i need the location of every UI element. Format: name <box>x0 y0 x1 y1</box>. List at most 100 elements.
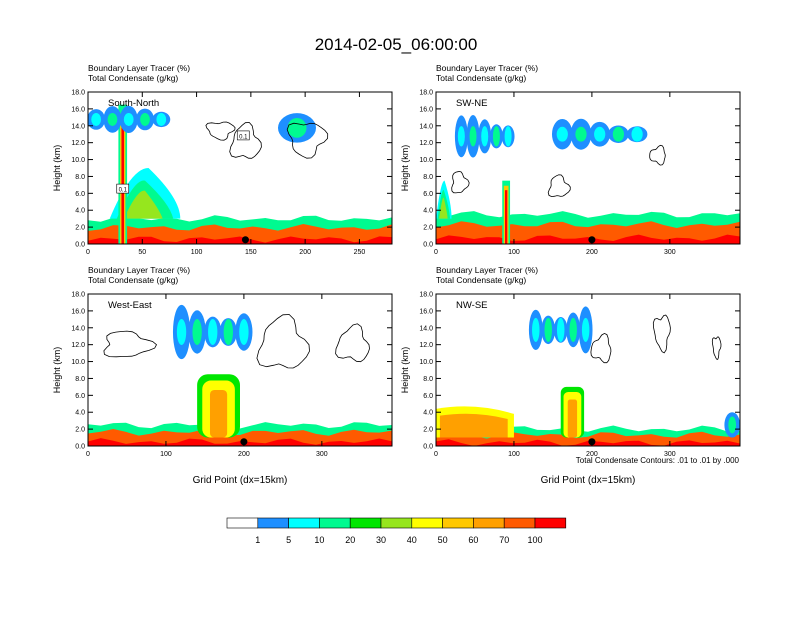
y-tick-label: 14.0 <box>419 325 433 332</box>
condensate-contour <box>711 336 722 360</box>
cross-section-label: South-North <box>108 98 159 109</box>
colorbar-label: 40 <box>407 535 417 545</box>
anvil-core <box>123 112 134 126</box>
y-tick-label: 2.0 <box>75 427 85 434</box>
colorbar-label: 1 <box>255 535 260 545</box>
y-tick-label: 18.0 <box>419 292 433 299</box>
x-tick-label: 100 <box>508 451 520 458</box>
anvil-core <box>176 318 187 346</box>
colorbar-label: 10 <box>314 535 324 545</box>
panel-title-line2: Total Condensate (g/kg) <box>88 275 178 285</box>
y-tick-label: 18.0 <box>71 292 85 299</box>
condensate-contour <box>652 314 671 354</box>
heatmap-field <box>88 104 392 244</box>
y-tick-label: 8.0 <box>75 174 85 181</box>
x-tick-label: 200 <box>586 451 598 458</box>
contour-label-box <box>236 130 250 141</box>
condensate-contour <box>547 174 571 198</box>
anvil-core <box>91 112 102 126</box>
y-tick-label: 16.0 <box>419 106 433 113</box>
y-tick-label: 16.0 <box>71 308 85 315</box>
y-tick-label: 14.0 <box>71 325 85 332</box>
tracer-region-dome <box>436 406 514 438</box>
colorbar-swatch <box>534 517 567 529</box>
x-axis-label: Grid Point (dx=15km) <box>541 475 636 486</box>
cross-section-label: NW-SE <box>456 300 488 311</box>
anvil-core <box>532 317 540 342</box>
y-tick-label: 0.0 <box>75 444 85 451</box>
colorbar-swatch <box>319 517 351 529</box>
y-tick-label: 8.0 <box>423 174 433 181</box>
anvil-core <box>575 126 587 142</box>
x-tick-label: 100 <box>191 249 203 256</box>
y-tick-label: 4.0 <box>75 410 85 417</box>
x-tick-label: 150 <box>245 249 257 256</box>
heatmap-field <box>436 115 740 244</box>
y-tick-label: 6.0 <box>423 191 433 198</box>
colorbar-label: 30 <box>376 535 386 545</box>
x-tick-label: 200 <box>586 249 598 256</box>
contour-footnote: Total Condensate Contours: .01 to .01 by… <box>576 456 740 465</box>
tracer-region-anvil <box>172 304 253 360</box>
patch-core <box>728 416 737 434</box>
panel-title-line1: Boundary Layer Tracer (%) <box>436 63 538 73</box>
anvil-core <box>594 126 606 142</box>
tracer-region-patch <box>724 412 740 438</box>
y-tick-label: 12.0 <box>419 140 433 147</box>
panel-title-line2: Total Condensate (g/kg) <box>436 73 526 83</box>
panel-title-line2: Total Condensate (g/kg) <box>88 73 178 83</box>
tower-core <box>567 399 578 438</box>
y-axis-label: Height (km) <box>52 347 62 394</box>
colorbar-label: 50 <box>438 535 448 545</box>
condensate-contour <box>229 122 262 159</box>
anvil-core <box>631 126 643 142</box>
x-tick-label: 250 <box>354 249 366 256</box>
colorbar-label: 100 <box>527 535 542 545</box>
dome-core <box>439 413 508 438</box>
anvil-core <box>569 317 577 342</box>
colorbar-label: 60 <box>468 535 478 545</box>
anvil-core <box>556 317 565 342</box>
tracer-region-anvil <box>88 105 171 134</box>
y-tick-label: 12.0 <box>71 342 85 349</box>
x-tick-label: 300 <box>664 249 676 256</box>
heatmap-field <box>436 306 740 446</box>
y-tick-label: 6.0 <box>75 191 85 198</box>
panel-bottom-left: 0.0 2.0 4.0 6.0 8.0 10.0 12.0 14.0 16.0 18.0 0 100 2… <box>52 265 393 486</box>
panel-bottom-right: 0.0 2.0 4.0 6.0 8.0 10.0 12.0 14.0 16.0 18.0 0 100 2… <box>400 265 741 486</box>
tracer-region-plume <box>109 168 181 219</box>
figure-title: 2014-02-05_06:00:00 <box>315 35 478 54</box>
tracer-region-surface <box>88 422 392 446</box>
anvil-core <box>239 318 249 346</box>
x-tick-label: 0 <box>434 451 438 458</box>
colorbar-swatch <box>503 517 536 529</box>
colorbar-swatch <box>226 517 259 529</box>
anvil-core <box>581 317 590 342</box>
y-tick-label: 8.0 <box>75 376 85 383</box>
anvil-core <box>481 126 489 147</box>
tracer-region-anvil <box>454 115 515 158</box>
y-tick-label: 0.0 <box>423 444 433 451</box>
panel-top-right: 0.0 2.0 4.0 6.0 8.0 10.0 12.0 14.0 16.0 18.0 0 100 2… <box>400 63 741 256</box>
y-tick-label: 10.0 <box>419 359 433 366</box>
condensate-contour <box>103 330 158 358</box>
anvil-core <box>156 112 167 126</box>
cross-section-label: West-East <box>108 300 152 311</box>
surface-layer-band <box>436 234 740 244</box>
plot-frame <box>435 293 741 447</box>
x-tick-label: 300 <box>316 451 328 458</box>
y-tick-label: 6.0 <box>75 393 85 400</box>
plot-frame <box>87 293 393 447</box>
tracer-region-tower <box>560 386 585 438</box>
colorbar-label: 70 <box>499 535 509 545</box>
tracer-region-plume <box>436 180 452 219</box>
y-tick-label: 10.0 <box>419 157 433 164</box>
tracer-region-surface <box>436 211 740 244</box>
x-tick-label: 0 <box>86 249 90 256</box>
y-tick-label: 8.0 <box>423 376 433 383</box>
condensate-contour <box>590 332 612 364</box>
y-tick-label: 18.0 <box>71 90 85 97</box>
anvil-core <box>469 126 477 147</box>
panel-title-line1: Boundary Layer Tracer (%) <box>436 265 538 275</box>
x-tick-label: 100 <box>160 451 172 458</box>
